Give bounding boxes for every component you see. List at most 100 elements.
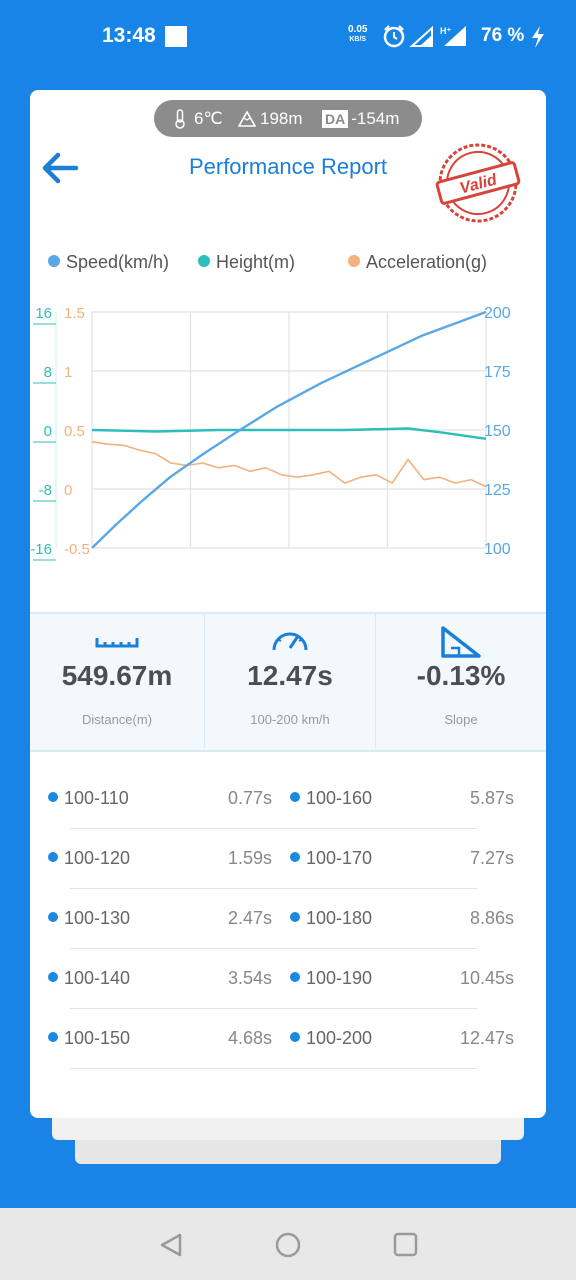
- slope-icon: [441, 626, 481, 658]
- bullet-dot: [290, 852, 300, 862]
- recents-nav-icon[interactable]: [392, 1231, 420, 1259]
- net-speed-unit: KB/S: [349, 36, 367, 43]
- stat-distance: 549.67m Distance(m): [30, 614, 204, 750]
- density-altitude-value: -154m: [351, 109, 400, 128]
- split-time: 7.27s: [469, 848, 514, 868]
- split-range: 100-180: [306, 908, 373, 928]
- split-label: 100-120: [48, 848, 130, 869]
- split-time: 10.45s: [459, 968, 514, 988]
- split-range: 100-110: [64, 788, 129, 808]
- split-label: 100-170: [290, 848, 372, 869]
- charging-icon: [532, 26, 544, 48]
- split-label: 100-160: [290, 788, 372, 809]
- svg-text:H⁺: H⁺: [440, 26, 451, 36]
- split-range: 100-130: [64, 908, 131, 928]
- split-time: 2.47s: [227, 908, 272, 928]
- speed-tick-label: 200: [484, 305, 511, 322]
- divider: [375, 614, 376, 748]
- split-time: 4.68s: [227, 1028, 272, 1048]
- stats-panel: 549.67m Distance(m) 12.47s 100-200 km/h …: [30, 612, 546, 752]
- distance-label: Distance(m): [81, 712, 153, 727]
- temperature-value: 6℃: [194, 109, 223, 128]
- row-divider: [70, 1008, 478, 1009]
- legend-height: Height(m): [198, 252, 295, 273]
- split-time: 12.47s: [459, 1028, 514, 1048]
- bullet-dot: [290, 972, 300, 982]
- signal-icon: [409, 25, 433, 47]
- hplus-icon: H⁺: [440, 26, 466, 46]
- split-label: 100-200: [290, 1028, 372, 1049]
- acceleration-tick-label: 0.5: [64, 423, 85, 440]
- row-divider: [70, 948, 478, 949]
- height-tick-label: 0: [44, 423, 52, 440]
- system-nav-bar: [0, 1208, 576, 1280]
- split-time: 5.87s: [469, 788, 514, 808]
- split-time: 3.54s: [227, 968, 272, 988]
- time-label: 100-200 km/h: [250, 712, 330, 727]
- status-bar: 13:48 0.05 KB/S H⁺ 76 %: [0, 0, 576, 56]
- bullet-dot: [290, 912, 300, 922]
- legend-speed-dot: [48, 255, 60, 267]
- bullet-dot: [48, 972, 58, 982]
- speed-tick-label: 125: [484, 482, 511, 499]
- status-icons: H⁺: [383, 25, 466, 48]
- page-title: Performance Report: [188, 154, 388, 179]
- net-speed: 0.05 KB/S: [348, 25, 367, 45]
- back-nav-icon[interactable]: [158, 1232, 184, 1258]
- split-range: 100-190: [306, 968, 373, 988]
- report-card: 6℃ 198m DA -154m Performance Report Valid…: [30, 90, 546, 1118]
- split-time: 0.77s: [227, 788, 272, 808]
- speedometer-icon: [272, 632, 308, 651]
- acceleration-tick-label: 1: [64, 364, 72, 381]
- bullet-dot: [290, 1032, 300, 1042]
- legend-speed: Speed(km/h): [48, 252, 169, 273]
- split-label: 100-110: [48, 788, 129, 809]
- ruler-icon: [95, 638, 139, 648]
- slope-value: -0.13%: [416, 660, 506, 691]
- split-label: 100-180: [290, 908, 372, 929]
- battery-percent: 76 %: [481, 25, 525, 46]
- alarm-icon: [383, 25, 405, 48]
- status-time: 13:48: [102, 24, 156, 47]
- valid-stamp: Valid: [435, 143, 521, 223]
- density-altitude: DA -154m: [322, 109, 399, 129]
- stat-slope: -0.13% Slope: [376, 614, 546, 750]
- bullet-dot: [290, 792, 300, 802]
- conditions-pill: 6℃ 198m DA -154m: [154, 100, 422, 137]
- mountain-icon: [238, 110, 256, 127]
- split-range: 100-140: [64, 968, 131, 988]
- thermometer-icon: [175, 109, 185, 129]
- back-arrow-icon[interactable]: [38, 148, 82, 188]
- legend-acceleration-dot: [348, 255, 360, 267]
- home-nav-icon[interactable]: [274, 1231, 302, 1259]
- slope-label: Slope: [444, 712, 478, 727]
- altitude-value: 198m: [260, 109, 303, 128]
- time-value: 12.47s: [247, 660, 333, 691]
- height-tick-label: -8: [39, 482, 52, 499]
- acceleration-line: [91, 441, 487, 488]
- bullet-dot: [48, 912, 58, 922]
- da-badge: DA: [322, 110, 349, 128]
- legend-acceleration: Acceleration(g): [348, 252, 487, 273]
- height-line: [91, 427, 487, 440]
- row-divider: [70, 828, 478, 829]
- legend-speed-label: Speed(km/h): [66, 252, 170, 272]
- divider: [204, 614, 205, 748]
- height-tick-label: 8: [44, 364, 52, 381]
- acceleration-tick-label: 0: [64, 482, 72, 499]
- legend-height-dot: [198, 255, 210, 267]
- stat-time: 12.47s 100-200 km/h: [205, 614, 375, 750]
- acceleration-tick-label: -0.5: [64, 541, 90, 558]
- split-time: 1.59s: [227, 848, 272, 868]
- row-divider: [70, 1068, 478, 1069]
- row-divider: [70, 888, 478, 889]
- net-speed-value: 0.05: [348, 24, 368, 35]
- split-range: 100-120: [64, 848, 131, 868]
- speed-tick-label: 150: [484, 423, 511, 440]
- speed-tick-label: 100: [484, 541, 511, 558]
- bullet-dot: [48, 852, 58, 862]
- split-range: 100-170: [306, 848, 373, 868]
- height-tick-label: -16: [30, 541, 52, 558]
- split-time: 8.86s: [469, 908, 514, 928]
- distance-value: 549.67m: [61, 660, 173, 691]
